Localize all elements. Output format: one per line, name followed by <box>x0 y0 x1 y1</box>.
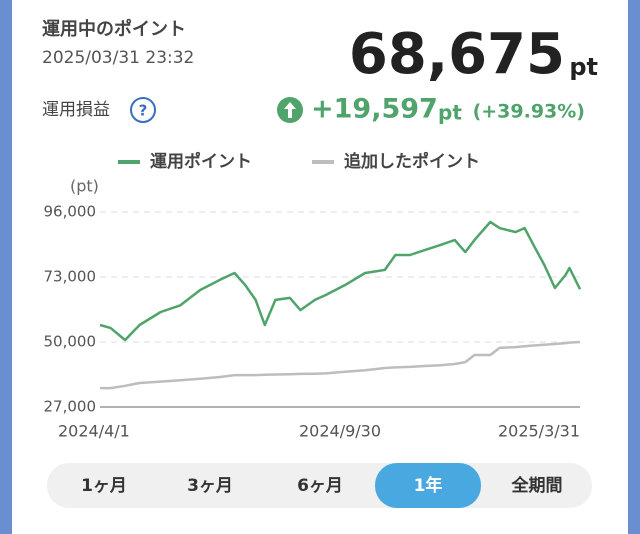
tab[interactable]: 1年 <box>414 475 443 496</box>
x-tick-label: 2024/9/30 <box>299 422 381 441</box>
tab[interactable]: 1ヶ月 <box>81 476 127 496</box>
legend-label: 運用ポイント <box>150 151 252 172</box>
profit-label: 運用損益 <box>42 100 110 120</box>
title: 運用中のポイント <box>42 18 186 40</box>
timestamp: 2025/03/31 23:32 <box>42 48 194 68</box>
profit-unit: pt <box>438 101 462 125</box>
help-icon[interactable] <box>130 97 156 123</box>
tab-selected-bg[interactable] <box>375 463 481 508</box>
y-tick-label: 73,000 <box>44 268 97 286</box>
tab[interactable]: 6ヶ月 <box>297 476 343 496</box>
legend-label: 追加したポイント <box>344 151 480 172</box>
profit-amount: +19,597 <box>311 94 438 125</box>
y-tick-label: 50,000 <box>44 333 97 351</box>
tab[interactable]: 全期間 <box>511 475 563 496</box>
up-arrow <box>284 102 296 118</box>
x-tick-label: 2024/4/1 <box>58 422 130 441</box>
total: 68,675 <box>349 22 565 87</box>
y-tick-label: 96,000 <box>44 203 97 221</box>
card <box>12 0 628 534</box>
y-unit: (pt) <box>70 177 99 196</box>
series-line <box>100 340 581 390</box>
x-tick-label: 2025/3/31 <box>498 422 580 441</box>
profit-percent: (+39.93%) <box>473 101 585 123</box>
total-unit: pt <box>569 53 598 81</box>
y-tick-label: 27,000 <box>44 398 97 416</box>
tab[interactable]: 3ヶ月 <box>187 476 233 496</box>
help-mark[interactable]: ? <box>139 102 148 120</box>
series-line <box>99 220 582 342</box>
